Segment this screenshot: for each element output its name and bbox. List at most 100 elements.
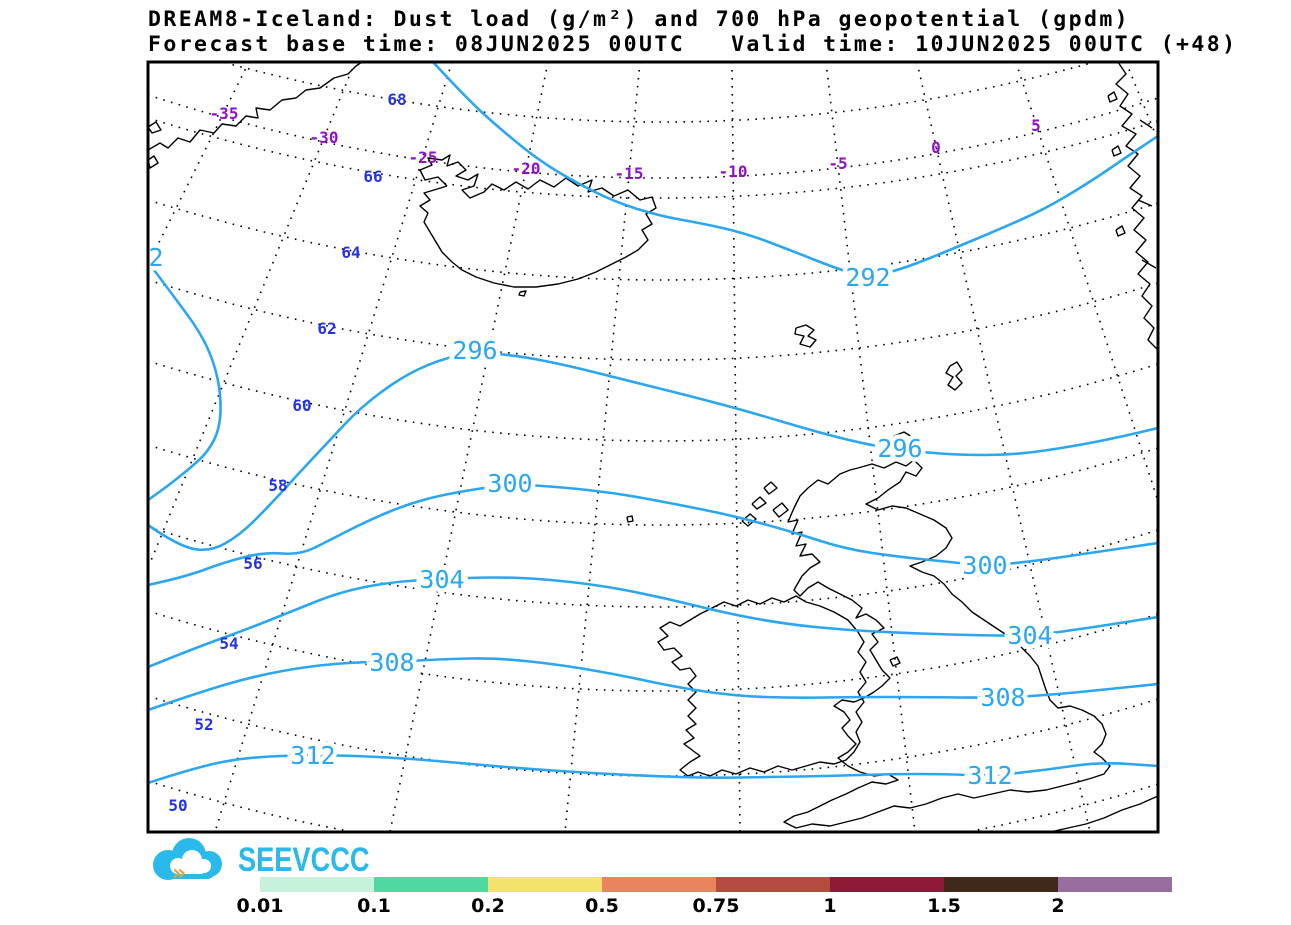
colorbar-tick-label: 0.01: [236, 895, 284, 917]
contour-label: 300: [962, 551, 1007, 580]
contour-312: [148, 754, 1158, 785]
latitude-label: 66: [363, 167, 382, 186]
coastline: [518, 290, 527, 297]
coastline: [1107, 91, 1118, 103]
coastline: [148, 62, 363, 151]
coastline: [657, 595, 867, 777]
latitude-label: 62: [317, 319, 336, 338]
coastline: [1049, 795, 1158, 832]
dust-load-colorbar: [260, 877, 1172, 892]
contour-label: 312: [290, 741, 335, 770]
meridian-line: [731, 62, 741, 832]
contour-label: 308: [369, 648, 414, 677]
colorbar-tick-label: 0.1: [357, 895, 391, 917]
colorbar-segment: [260, 877, 374, 892]
colorbar-segment: [488, 877, 602, 892]
contour-296: [148, 352, 1158, 552]
coastlines: [148, 62, 1158, 832]
colorbar-tick-label: 0.75: [692, 895, 740, 917]
coastline: [419, 154, 657, 288]
longitude-label: -20: [512, 159, 541, 178]
contour-label: 312: [967, 761, 1012, 790]
coastline: [1137, 199, 1153, 207]
colorbar-tick-label: 0.2: [471, 895, 505, 917]
latitude-label: 52: [194, 715, 213, 734]
meridian-line: [0, 62, 146, 832]
coastline: [945, 361, 963, 391]
colorbar-tick-label: 1: [823, 895, 837, 917]
longitude-label: -15: [615, 164, 644, 183]
coastline: [783, 459, 1111, 829]
graticule-parallels: [148, 62, 1158, 832]
meridian-line: [825, 62, 916, 832]
forecast-time-subtitle: Forecast base time: 08JUN2025 00UTC Vali…: [148, 32, 1238, 57]
coastline: [1141, 259, 1157, 269]
contour-label: 296: [452, 336, 497, 365]
map-title: DREAM8-Iceland: Dust load (g/m²) and 700…: [148, 7, 1131, 32]
seevccc-logo: » SEEVCCC: [146, 835, 402, 885]
contour-label: 296: [877, 434, 922, 463]
contour-label: 292: [845, 263, 890, 292]
logo-arrow-icon: »: [172, 861, 186, 885]
coastline: [794, 324, 817, 348]
parallel-line: [148, 444, 1158, 526]
longitude-label: -5: [828, 154, 847, 173]
geopotential-contours: 292 292 296 296 300 300 304 304 308 308 312 312: [118, 62, 1158, 795]
contour-300: [148, 483, 1158, 587]
latitude-label: 64: [341, 243, 360, 262]
longitude-label: 5: [1031, 116, 1041, 135]
contour-label: 308: [980, 683, 1025, 712]
coastline: [1115, 225, 1126, 237]
parallel-line: [148, 117, 1158, 199]
longitude-label: -10: [719, 162, 748, 181]
longitude-label: -30: [310, 128, 339, 147]
coastline: [1139, 119, 1153, 129]
coastline: [1111, 145, 1122, 157]
parallel-line: [148, 279, 1158, 361]
meridian-line: [1015, 62, 1158, 504]
contour-label: 292: [118, 243, 163, 272]
contour-308: [148, 657, 1158, 712]
coastline: [148, 121, 162, 134]
parallel-line: [148, 94, 1158, 179]
parallel-line: [219, 62, 1098, 123]
coastline: [1115, 62, 1158, 351]
latitude-label: 54: [219, 634, 238, 653]
colorbar-tick-label: 2: [1051, 895, 1065, 917]
colorbar-tick-label: 0.5: [585, 895, 619, 917]
seevccc-logo-text: SEEVCCC: [238, 840, 370, 879]
colorbar-segment: [830, 877, 944, 892]
longitude-label: 0: [931, 138, 941, 157]
coastline: [741, 513, 757, 527]
parallel-line: [148, 199, 1158, 281]
coastline: [772, 502, 789, 518]
coastline: [751, 496, 767, 510]
contour-292: [432, 62, 1158, 277]
coastline: [889, 656, 901, 667]
latitude-label: 56: [243, 554, 262, 573]
latitude-label: 50: [168, 796, 187, 815]
map-layers: 292 292 296 296 300 300 304 304 308 308 312 312 68 66…: [0, 62, 1158, 832]
longitude-label: -25: [409, 148, 438, 167]
colorbar-segment: [944, 877, 1058, 892]
contour-label: 300: [487, 469, 532, 498]
contour-label: 304: [1007, 621, 1052, 650]
coastline: [626, 515, 634, 523]
contour-label: 304: [419, 565, 464, 594]
longitude-label: -35: [210, 104, 239, 123]
meridian-line: [389, 62, 549, 832]
coastline: [763, 481, 778, 495]
colorbar-segment: [716, 877, 830, 892]
colorbar-segment: [374, 877, 488, 892]
contour-304: [148, 576, 1158, 669]
latitude-label: 60: [292, 396, 311, 415]
meridian-line: [214, 62, 453, 832]
seevccc-cloud-icon: »: [153, 838, 222, 885]
colorbar-segment: [1058, 877, 1172, 892]
map-frame: [146, 60, 1160, 834]
colorbar-segment: [602, 877, 716, 892]
latitude-label: 68: [387, 90, 406, 109]
